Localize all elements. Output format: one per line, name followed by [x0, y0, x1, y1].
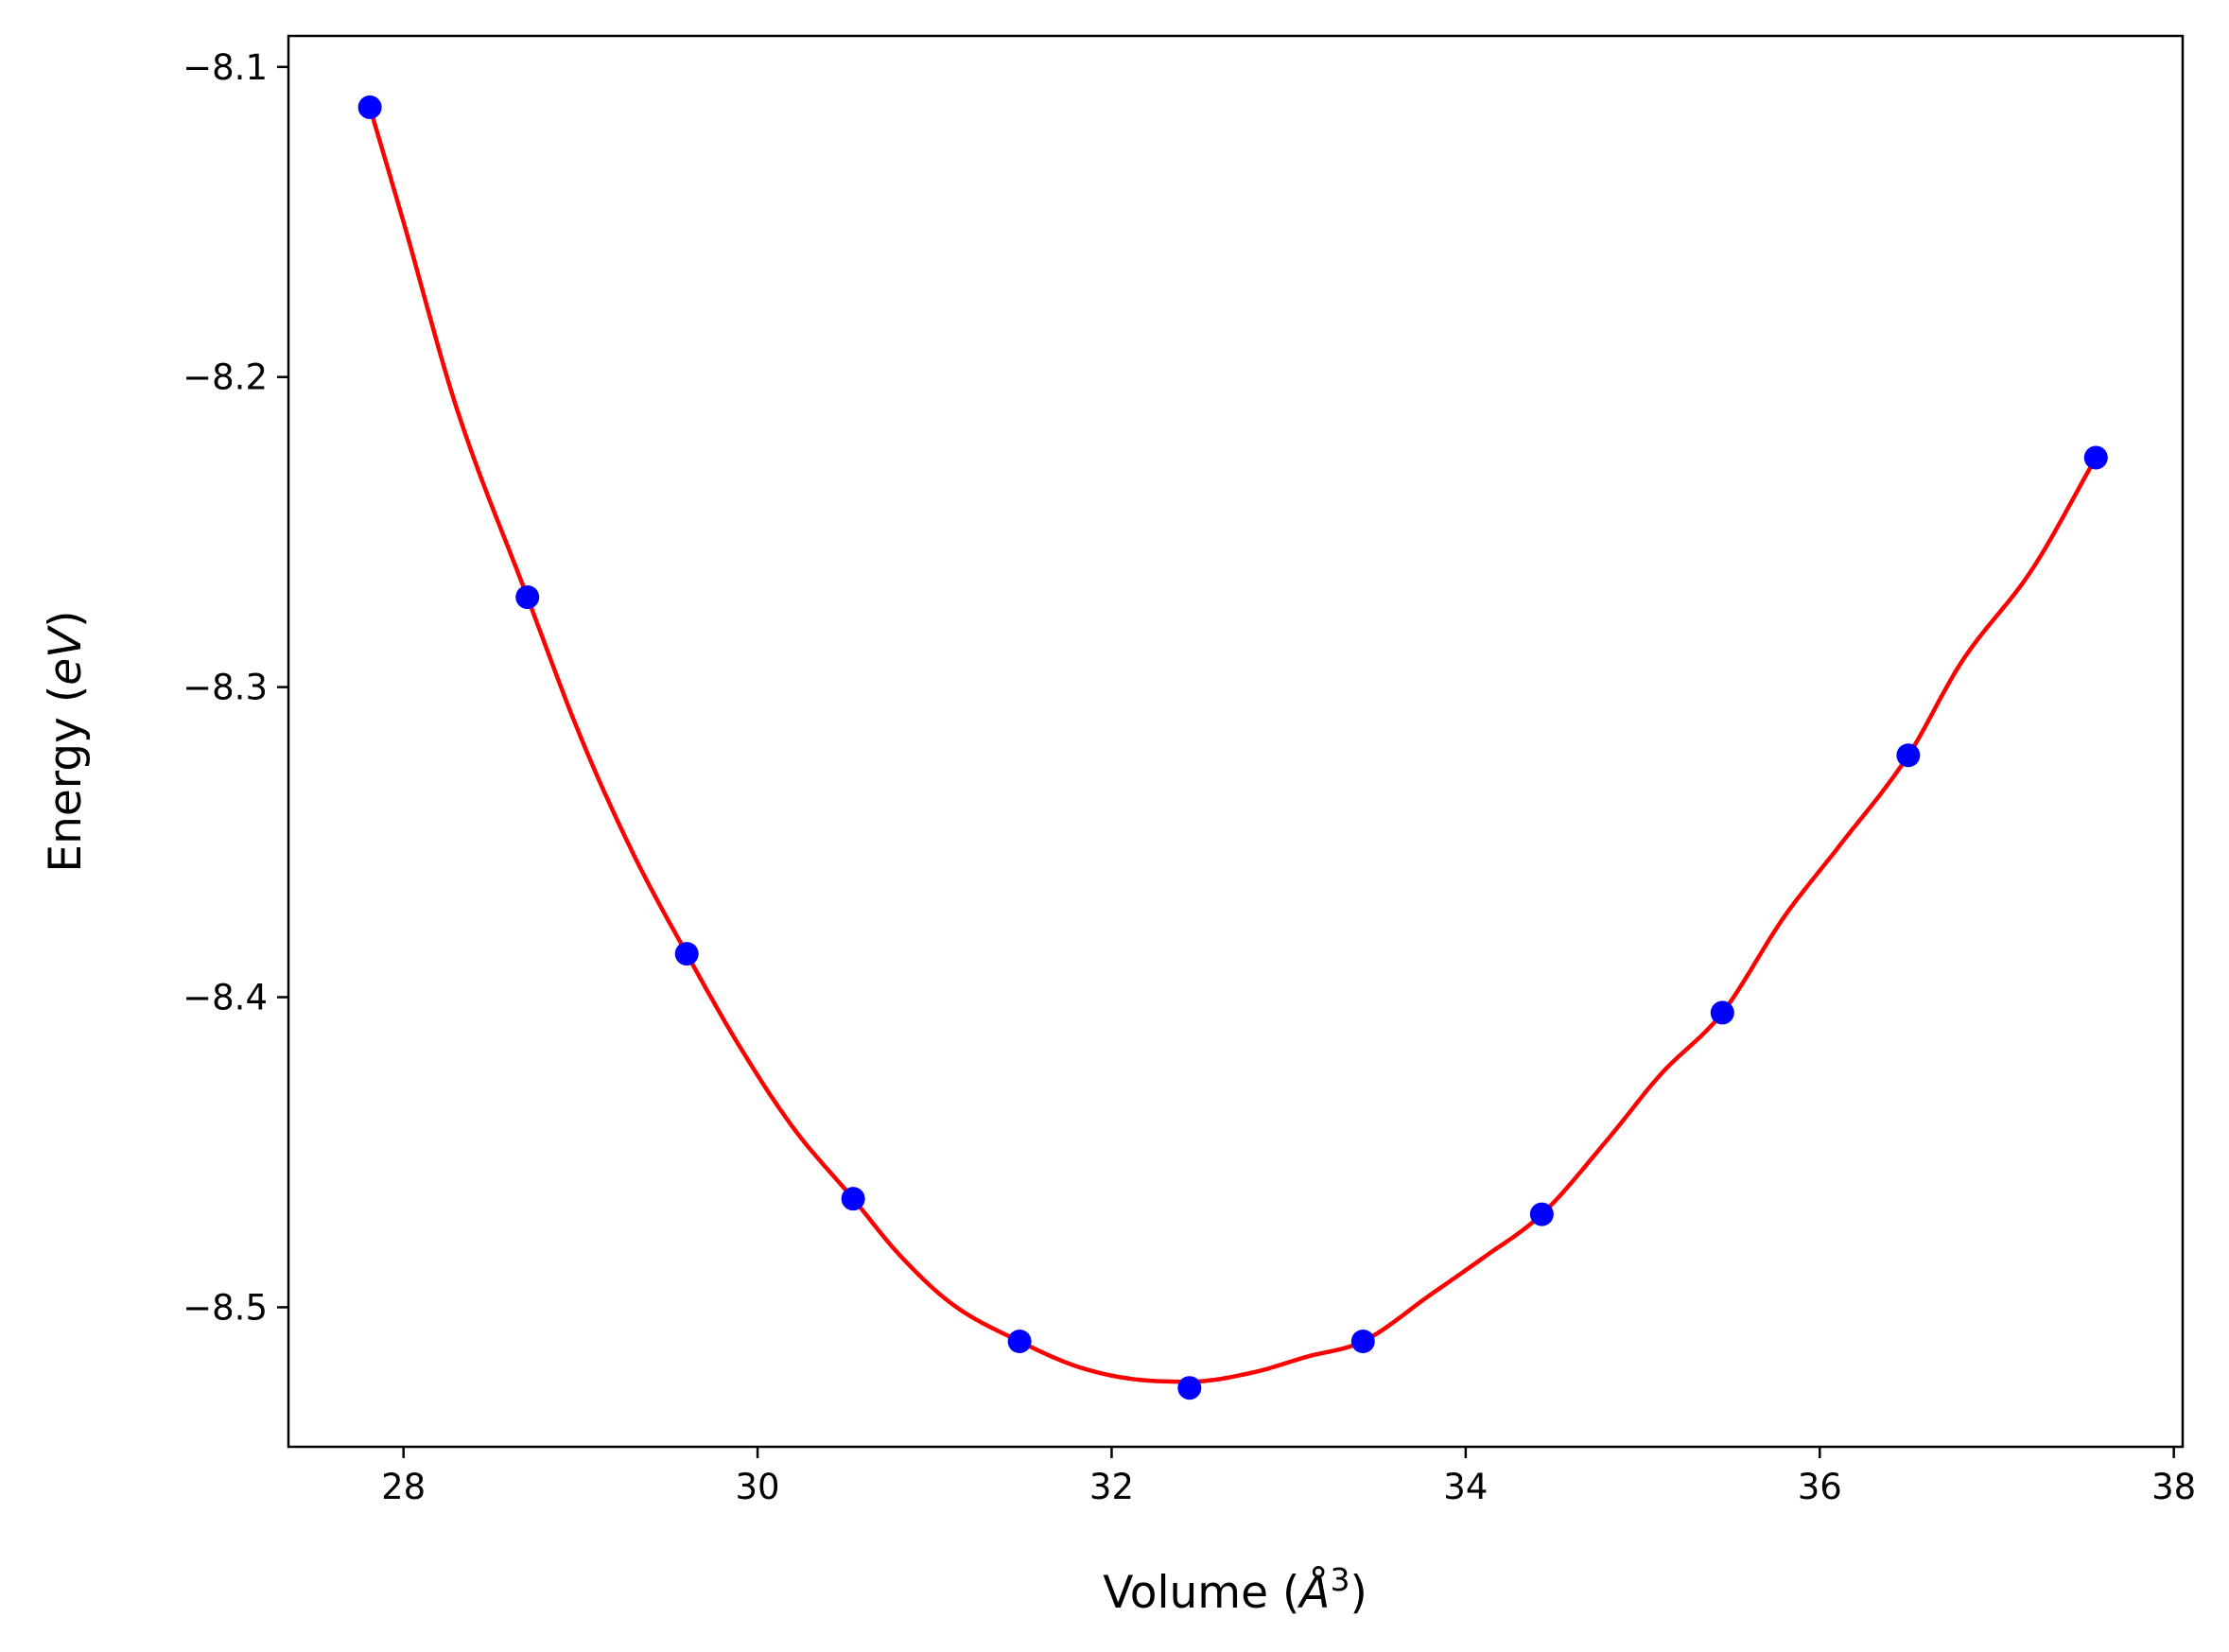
x-tick-label: 30: [736, 1467, 780, 1507]
y-tick-label: −8.4: [183, 978, 268, 1018]
x-axis-label-prefix: Volume (: [1103, 1567, 1299, 1619]
data-point: [1529, 1202, 1554, 1226]
y-axis-label-unit: eV: [40, 625, 92, 686]
data-point: [1710, 1000, 1734, 1025]
data-point: [357, 95, 382, 119]
x-tick-label: 38: [2151, 1467, 2196, 1507]
axes-frame: [287, 34, 2185, 1449]
data-point: [515, 585, 540, 610]
y-tick-label: −8.3: [183, 668, 268, 708]
x-tick-label: 36: [1798, 1467, 1842, 1507]
data-point: [1896, 743, 1921, 768]
data-point: [2083, 445, 2108, 470]
x-axis-label-suffix: ): [1350, 1567, 1367, 1619]
data-point: [1350, 1330, 1375, 1354]
data-point: [674, 942, 699, 966]
plot-area: [357, 95, 2108, 1400]
x-tick-label: 34: [1443, 1467, 1488, 1507]
data-point: [841, 1187, 865, 1211]
y-tick-label: −8.1: [183, 47, 268, 88]
x-axis-label-exponent: 3: [1330, 1561, 1350, 1598]
x-tick-label: 28: [381, 1467, 426, 1507]
y-axis: −8.1 −8.2 −8.3 −8.4 −8.5: [183, 47, 288, 1328]
data-point: [1007, 1330, 1032, 1354]
y-axis-label-suffix: ): [40, 610, 92, 627]
y-tick-label: −8.2: [183, 357, 268, 398]
x-axis: 28 30 32 34 36 38: [381, 1447, 2196, 1507]
x-axis-label-unit: Å: [1297, 1567, 1330, 1619]
data-point: [1177, 1376, 1202, 1400]
y-axis-label-prefix: Energy (: [40, 686, 92, 873]
x-tick-label: 32: [1089, 1467, 1134, 1507]
x-axis-label: Volume (Å3): [1103, 1561, 1367, 1619]
y-tick-label: −8.5: [183, 1287, 268, 1328]
y-axis-label: Energy (eV): [40, 610, 92, 872]
